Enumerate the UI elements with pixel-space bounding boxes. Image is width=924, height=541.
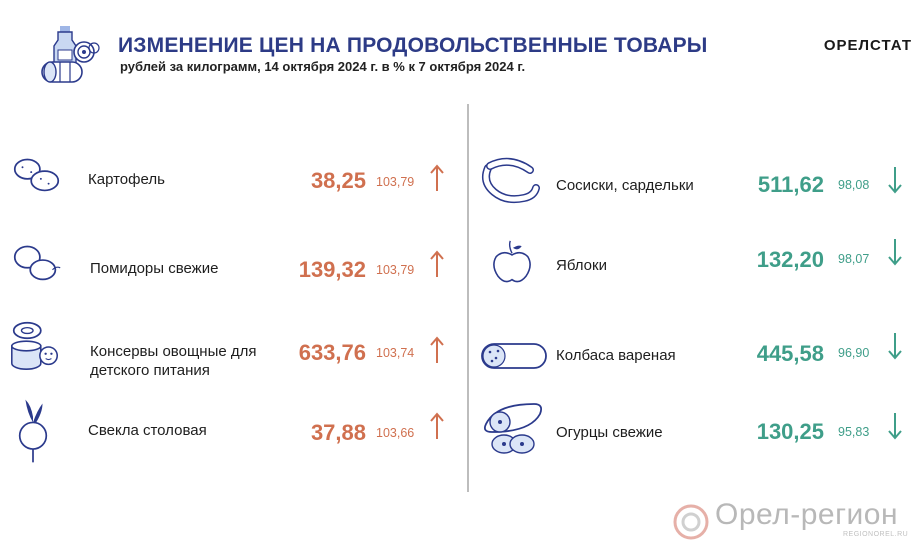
item-price: 37,88 — [310, 420, 366, 445]
watermark-logo-icon — [673, 504, 709, 540]
baby-food-can-icon — [11, 321, 59, 370]
item-price: 139,32 — [298, 257, 366, 282]
item-price: 130,25 — [756, 419, 824, 444]
arrow-down-icon — [888, 167, 902, 194]
list-item: Свекла столовая 37,88 103,66 — [0, 394, 460, 470]
cucumber-icon — [483, 403, 543, 454]
item-percent: 103,66 — [376, 426, 415, 440]
item-name: Картофель — [88, 171, 165, 188]
tomato-icon — [13, 245, 61, 281]
watermark-text: Орел-регион — [715, 498, 899, 531]
item-price: 132,20 — [756, 247, 824, 272]
page-subtitle: рублей за килограмм, 14 октября 2024 г. … — [120, 59, 526, 74]
item-name: Сосиски, сардельки — [556, 177, 694, 194]
item-name: Колбаса вареная — [556, 347, 676, 364]
list-item: Помидоры свежие 139,32 103,79 — [0, 238, 460, 282]
column-divider — [467, 104, 469, 492]
potato-icon — [13, 158, 60, 192]
item-percent: 103,74 — [376, 346, 415, 360]
item-name: Помидоры свежие — [90, 260, 219, 277]
arrow-up-icon — [430, 336, 444, 363]
arrow-down-icon — [888, 333, 902, 360]
item-percent: 98,07 — [838, 252, 870, 266]
list-item: Яблоки 132,20 98,07 — [470, 236, 924, 288]
sausages-icon — [482, 157, 540, 204]
brand-name: ОРЕЛСТАТ — [823, 37, 912, 54]
list-item: Консервы овощные для детского питания 63… — [0, 318, 460, 380]
arrow-down-icon — [888, 239, 902, 266]
list-item: Колбаса вареная 445,58 96,90 — [470, 333, 924, 376]
item-name: Огурцы свежие — [556, 424, 663, 441]
page-title: ИЗМЕНЕНИЕ ЦЕН НА ПРОДОВОЛЬСТВЕННЫЕ ТОВАР… — [118, 34, 708, 57]
list-item: Картофель 38,25 103,79 — [0, 150, 460, 193]
item-name: Яблоки — [556, 257, 607, 274]
arrow-up-icon — [430, 412, 444, 439]
list-item: Огурцы свежие 130,25 95,83 — [470, 400, 924, 456]
watermark-url: REGIONOREL.RU — [843, 531, 909, 538]
groceries-icon — [41, 26, 100, 83]
apple-icon — [493, 240, 531, 283]
item-price: 445,58 — [756, 341, 824, 366]
item-price: 633,76 — [298, 340, 366, 365]
item-price: 38,25 — [310, 168, 366, 193]
arrow-down-icon — [888, 413, 902, 440]
beet-icon — [18, 399, 48, 463]
item-percent: 95,83 — [838, 425, 870, 439]
item-name: Свекла столовая — [88, 422, 207, 439]
item-price: 511,62 — [757, 172, 824, 197]
watermark: Орел-регион REGIONOREL.RU — [673, 498, 924, 541]
item-percent: 98,08 — [838, 178, 870, 192]
item-percent: 103,79 — [376, 175, 415, 189]
arrow-up-icon — [430, 164, 444, 191]
arrow-up-icon — [430, 250, 444, 277]
item-percent: 103,79 — [376, 263, 415, 277]
item-percent: 96,90 — [838, 346, 870, 360]
list-item: Сосиски, сардельки 511,62 98,08 — [470, 156, 924, 206]
item-name: Консервы овощные для детского питания — [90, 343, 257, 379]
boiled-sausage-icon — [481, 343, 547, 369]
